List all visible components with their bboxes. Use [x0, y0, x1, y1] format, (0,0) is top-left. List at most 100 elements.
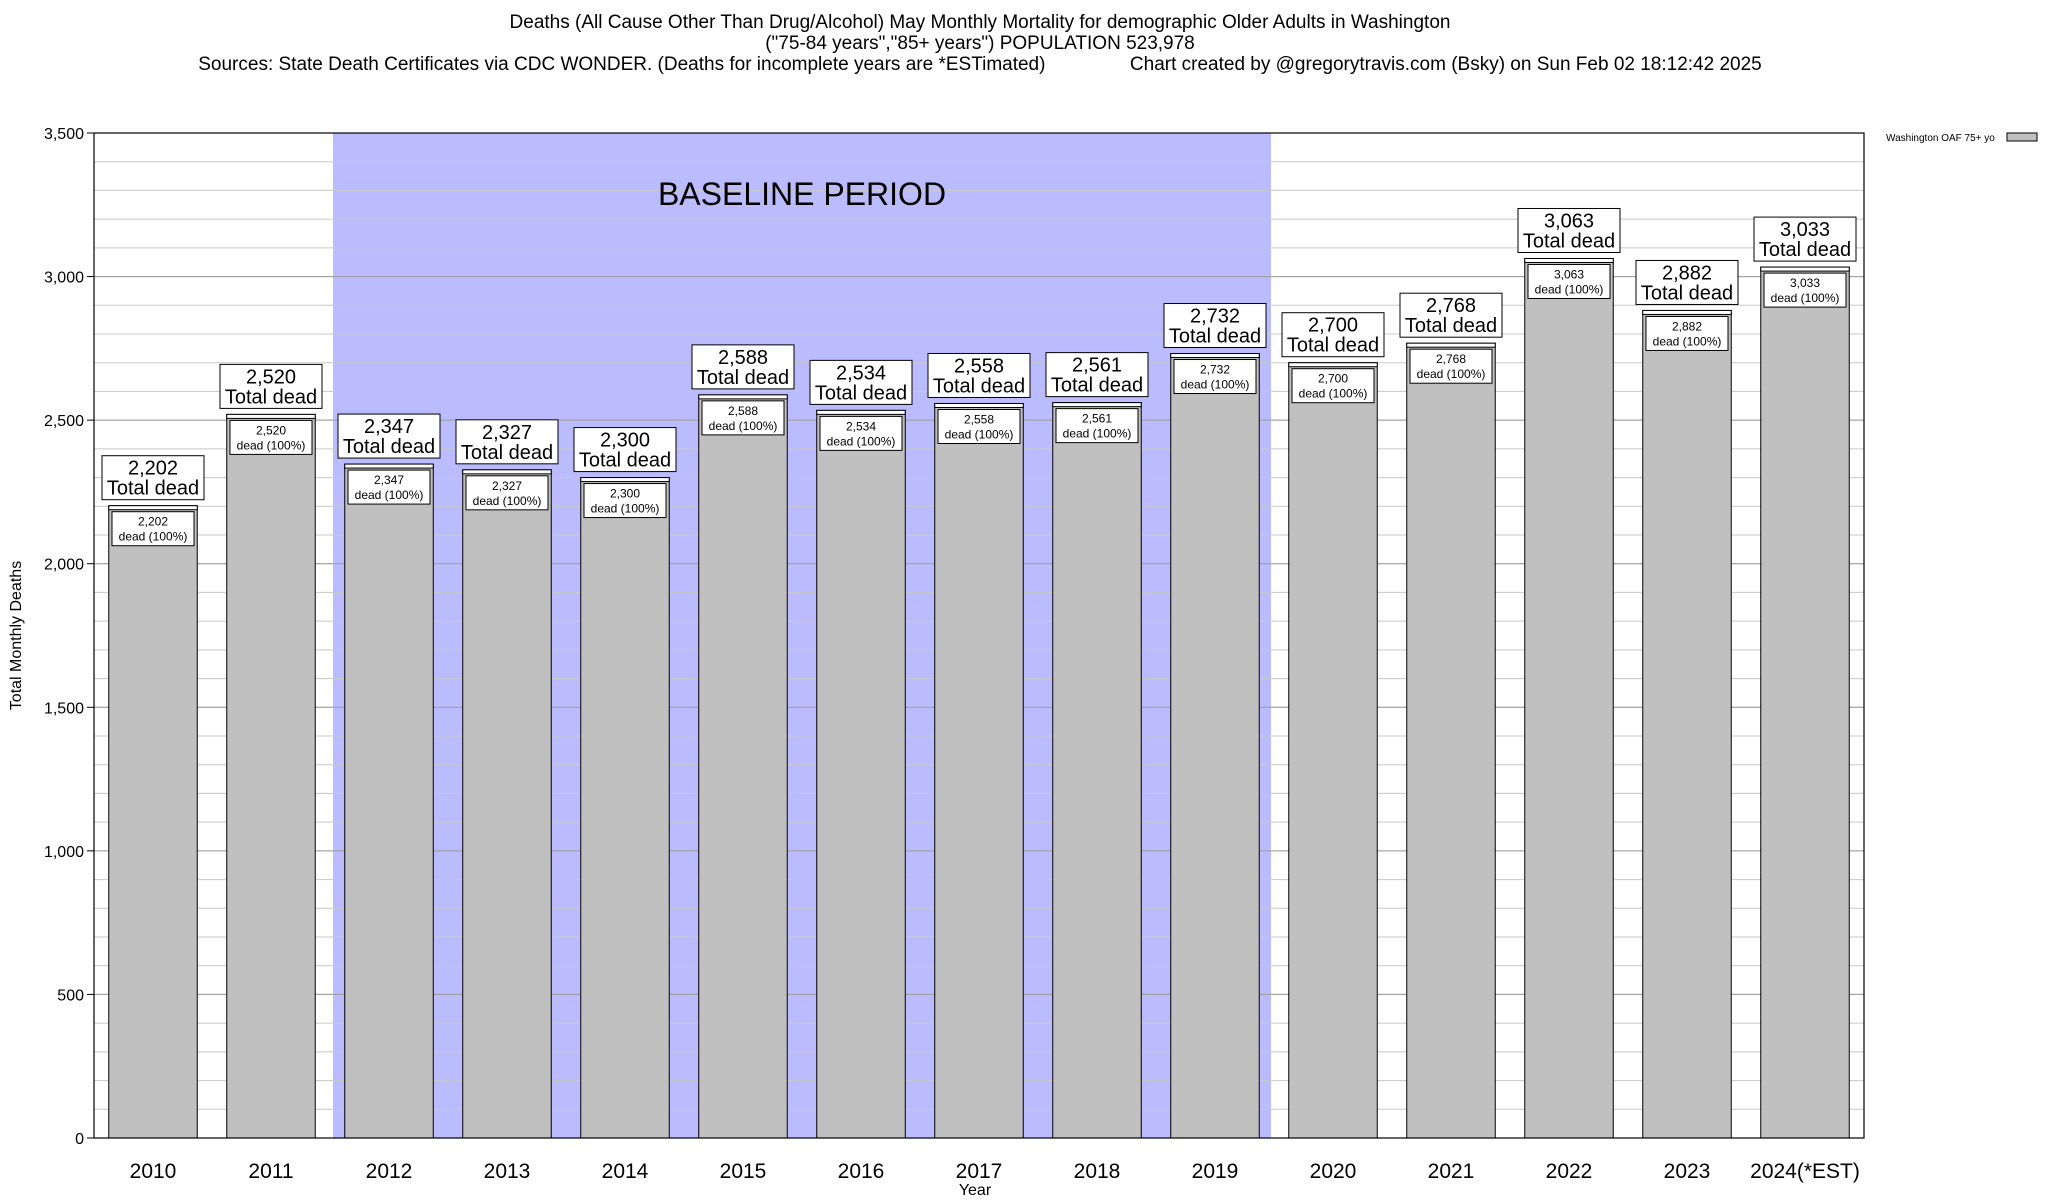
total-value-label: 2,700: [1308, 315, 1358, 337]
inner-label-box: [701, 400, 785, 436]
total-label-box: [1753, 216, 1857, 262]
bar: [226, 413, 316, 1139]
bar: [1406, 342, 1496, 1139]
y-tick-label: 3,500: [44, 126, 84, 143]
y-tick-label: 2,000: [44, 557, 84, 574]
total-value-label: 2,768: [1426, 295, 1476, 317]
inner-value-label: 2,700: [1318, 372, 1348, 386]
total-dead-label: Total dead: [225, 386, 317, 408]
inner-value-label: 2,327: [492, 479, 522, 493]
chart-subtitle: ("75-84 years","85+ years") POPULATION 5…: [765, 33, 1195, 54]
bar: [1288, 362, 1378, 1139]
chart-header: Deaths (All Cause Other Than Drug/Alcoho…: [0, 12, 1960, 75]
chart-title: Deaths (All Cause Other Than Drug/Alcoho…: [509, 12, 1451, 33]
inner-label-box: [229, 419, 313, 455]
x-tick-label: 2022: [1546, 1160, 1593, 1183]
bar: [1642, 309, 1732, 1139]
inner-value-label: 2,202: [138, 515, 168, 529]
inner-label-box: [1409, 348, 1493, 384]
bar: [580, 477, 670, 1139]
x-tick-label: 2021: [1428, 1160, 1475, 1183]
total-label-box: [1517, 207, 1621, 253]
chart-sources: Sources: State Death Certificates via CD…: [198, 54, 1762, 75]
bar: [344, 463, 434, 1139]
total-dead-label: Total dead: [697, 367, 789, 389]
total-value-label: 2,520: [246, 366, 296, 388]
total-dead-label: Total dead: [579, 450, 671, 472]
total-value-label: 2,732: [1190, 306, 1240, 328]
x-axis-title: Year: [959, 1182, 992, 1199]
bar-cap: [1406, 342, 1496, 348]
inner-value-label: 2,768: [1436, 352, 1466, 366]
inner-value-label: 2,534: [846, 419, 876, 433]
total-label-box: [219, 363, 323, 409]
inner-value-label: 2,588: [728, 404, 758, 418]
legend-swatch: [2006, 132, 2038, 142]
total-value-label: 2,300: [600, 430, 650, 452]
inner-label-box: [1645, 315, 1729, 351]
x-tick-label: 2015: [720, 1160, 767, 1183]
inner-value-label: 2,882: [1672, 319, 1702, 333]
bar-cap: [226, 413, 316, 419]
inner-value-label: 2,347: [374, 473, 404, 487]
bar-cap: [580, 477, 670, 483]
x-tick-label: 2020: [1310, 1160, 1357, 1183]
total-dead-label: Total dead: [933, 375, 1025, 397]
inner-percent-label: dead (100%): [237, 438, 306, 452]
bar: [816, 409, 906, 1139]
bar: [108, 505, 198, 1139]
baseline-period-label: BASELINE PERIOD: [658, 176, 946, 212]
total-label-box: [927, 352, 1031, 398]
inner-label-box: [1055, 408, 1139, 444]
total-label-box: [101, 455, 205, 501]
inner-value-label: 2,300: [610, 487, 640, 501]
x-tick-label: 2024(*EST): [1750, 1160, 1860, 1183]
inner-percent-label: dead (100%): [1063, 427, 1132, 441]
y-tick-label: 0: [75, 1131, 84, 1148]
bar-cap: [1642, 309, 1732, 315]
total-value-label: 2,558: [954, 355, 1004, 377]
bar: [462, 469, 552, 1139]
inner-percent-label: dead (100%): [355, 488, 424, 502]
inner-percent-label: dead (100%): [473, 494, 542, 508]
inner-label-box: [1291, 368, 1375, 404]
total-label-box: [809, 359, 913, 405]
x-tick-label: 2017: [956, 1160, 1003, 1183]
inner-label-box: [111, 511, 195, 547]
legend-label: Washington OAF 75+ yo: [1886, 133, 1995, 144]
bar-cap: [1524, 257, 1614, 263]
total-dead-label: Total dead: [343, 436, 435, 458]
total-label-box: [573, 427, 677, 473]
total-dead-label: Total dead: [461, 442, 553, 464]
total-label-box: [337, 413, 441, 459]
y-tick-label: 1,000: [44, 844, 84, 861]
x-tick-label: 2011: [248, 1160, 293, 1183]
inner-value-label: 3,063: [1554, 267, 1584, 281]
total-value-label: 2,202: [128, 458, 178, 480]
total-label-box: [1281, 312, 1385, 358]
inner-percent-label: dead (100%): [709, 419, 778, 433]
total-value-label: 2,561: [1072, 355, 1122, 377]
bar-cap: [1170, 353, 1260, 359]
total-dead-label: Total dead: [1051, 375, 1143, 397]
total-label-box: [1635, 259, 1739, 305]
bar-cap: [698, 394, 788, 400]
total-value-label: 3,033: [1780, 219, 1830, 241]
inner-label-box: [465, 475, 549, 511]
total-value-label: 2,327: [482, 422, 532, 444]
bar: [698, 394, 788, 1139]
x-tick-label: 2023: [1664, 1160, 1711, 1183]
total-value-label: 2,882: [1662, 262, 1712, 284]
bar-cap: [1052, 402, 1142, 408]
inner-percent-label: dead (100%): [591, 502, 660, 516]
bar: [1052, 402, 1142, 1139]
x-tick-label: 2018: [1074, 1160, 1121, 1183]
total-value-label: 2,534: [836, 362, 886, 384]
inner-percent-label: dead (100%): [119, 530, 188, 544]
bar-cap: [816, 409, 906, 415]
total-dead-label: Total dead: [107, 478, 199, 500]
inner-percent-label: dead (100%): [827, 434, 896, 448]
x-tick-label: 2012: [366, 1160, 413, 1183]
inner-percent-label: dead (100%): [1417, 367, 1486, 381]
